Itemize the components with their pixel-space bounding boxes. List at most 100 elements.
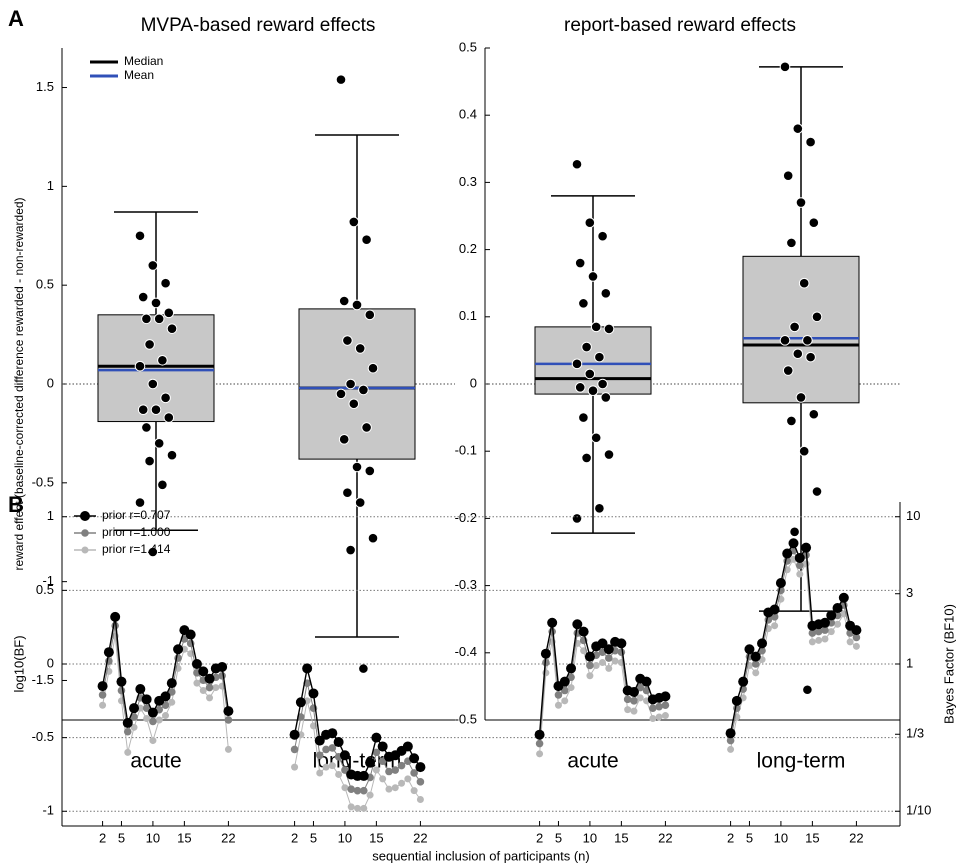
data-point <box>144 455 155 467</box>
series-point <box>315 751 324 760</box>
data-point <box>335 388 347 400</box>
series-point <box>649 714 657 722</box>
y-tick-label: -0.3 <box>455 577 477 592</box>
chart-title: MVPA-based reward effects <box>141 15 376 36</box>
y-tick-label: 0.3 <box>459 174 477 189</box>
series-point <box>291 763 299 771</box>
series-point <box>122 717 133 728</box>
series-point <box>821 626 829 634</box>
series-point <box>727 745 735 753</box>
data-point <box>147 378 159 390</box>
series-point <box>162 712 169 720</box>
data-point <box>578 298 589 309</box>
series-point <box>770 613 779 621</box>
series-point <box>852 642 860 650</box>
series-point <box>547 617 558 628</box>
data-point <box>574 382 586 393</box>
data-point <box>792 123 804 134</box>
data-point <box>166 323 178 334</box>
series-point <box>224 745 232 753</box>
data-point <box>798 445 810 457</box>
data-point <box>594 351 605 363</box>
y-tick-label: 0.2 <box>459 241 477 256</box>
x-tick-label: 15 <box>805 830 819 845</box>
series-point <box>160 691 171 702</box>
series-point <box>116 676 127 687</box>
series-point <box>385 767 393 776</box>
series-point <box>757 638 768 649</box>
data-point <box>798 277 810 289</box>
legend-label: prior r=1.414 <box>102 542 171 556</box>
data-point <box>160 392 171 404</box>
series-point <box>597 638 608 649</box>
series-point <box>655 713 663 721</box>
data-point <box>811 486 823 497</box>
data-point <box>786 415 797 427</box>
data-point <box>134 230 146 242</box>
series-point <box>788 538 799 549</box>
data-point <box>157 354 168 366</box>
data-point <box>367 362 379 374</box>
series-point <box>129 703 140 714</box>
series-point <box>536 750 544 758</box>
series-point <box>218 671 226 680</box>
data-point <box>354 343 366 354</box>
series-point <box>347 803 355 811</box>
x-tick-label: 2 <box>291 830 298 845</box>
data-point <box>367 532 379 544</box>
data-point <box>808 217 820 229</box>
data-point <box>571 358 583 370</box>
series-point <box>135 684 146 695</box>
series-point <box>302 663 313 674</box>
series-point <box>404 775 412 783</box>
series-point <box>567 684 575 692</box>
series-point <box>630 707 638 715</box>
series-point <box>322 745 330 754</box>
data-point <box>147 260 159 271</box>
series-point <box>155 716 163 724</box>
series-point <box>744 644 755 655</box>
series-point <box>372 748 381 757</box>
data-point <box>584 217 596 229</box>
series-point <box>567 673 575 682</box>
data-point <box>160 277 171 289</box>
series-point <box>359 786 368 795</box>
y2-tick-label: 1/3 <box>906 726 924 741</box>
data-point <box>147 546 159 558</box>
data-point <box>811 311 823 323</box>
series-point <box>802 560 810 568</box>
series-point <box>636 683 645 692</box>
x-tick-label: 2 <box>99 830 106 845</box>
series-point <box>167 688 176 696</box>
y-axis-label: log10(BF) <box>11 635 26 692</box>
series-point <box>168 698 176 706</box>
series-point <box>586 661 594 670</box>
series-point <box>561 697 569 705</box>
series-point <box>616 638 627 649</box>
series-point <box>826 610 837 621</box>
y-tick-label: 0.5 <box>36 582 54 597</box>
series-point <box>559 676 570 687</box>
series-point <box>604 654 613 662</box>
series-point <box>142 704 151 712</box>
data-point <box>364 465 376 477</box>
data-point <box>574 257 586 269</box>
series-point <box>814 627 823 636</box>
series-point <box>191 659 202 669</box>
y-tick-label: 0.1 <box>459 308 477 323</box>
panel-label: B <box>8 492 24 517</box>
data-point <box>603 449 615 460</box>
series-point <box>410 787 418 795</box>
data-point <box>163 412 175 423</box>
series-point <box>372 766 380 774</box>
series-point <box>603 644 614 655</box>
y2-tick-label: 1 <box>906 655 913 670</box>
series-point <box>624 706 632 714</box>
series-point <box>130 723 138 731</box>
series-point <box>796 570 804 578</box>
x-tick-label: 5 <box>118 830 125 845</box>
legend-label: Mean <box>124 68 154 82</box>
series-point <box>578 626 589 637</box>
data-point <box>137 291 149 303</box>
